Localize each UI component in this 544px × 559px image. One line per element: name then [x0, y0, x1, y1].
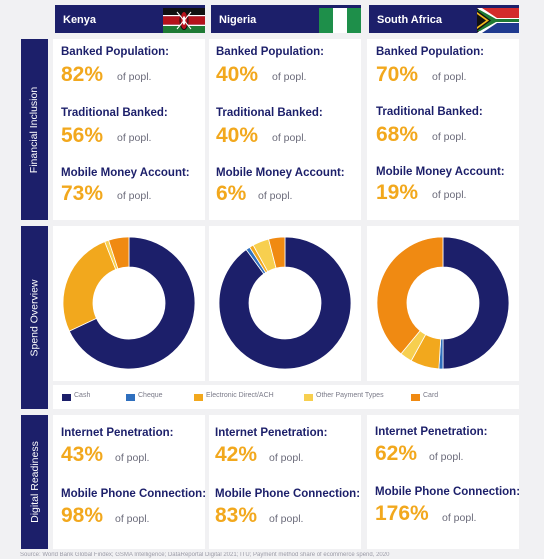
metric-label: Traditional Banked:	[376, 106, 483, 118]
spend-panel-kenya	[53, 226, 205, 381]
metric-unit: of popl.	[115, 452, 150, 464]
metric-value: 56%	[61, 124, 104, 147]
metric-label: Banked Population:	[376, 46, 484, 58]
metric-label: Internet Penetration:	[61, 427, 174, 439]
country-name: Kenya	[63, 14, 97, 26]
metric-value: 40%	[216, 124, 259, 147]
metric-unit: of popl.	[272, 132, 307, 144]
metric-value: 70%	[376, 63, 419, 86]
financial-inclusion-panel-south-africa: Banked Population: 70% of popl. Traditio…	[367, 39, 519, 220]
country-name: Nigeria	[219, 14, 257, 26]
digital-readiness-panel-nigeria: Internet Penetration: 42% of popl. Mobil…	[209, 415, 361, 549]
metric-value: 6%	[216, 182, 247, 205]
metric-label: Traditional Banked:	[61, 107, 168, 119]
metric-label: Internet Penetration:	[215, 427, 328, 439]
section-label-digital-readiness: Digital Readiness	[21, 415, 48, 549]
metric-label: Internet Penetration:	[375, 426, 488, 438]
metric-value: 82%	[61, 63, 104, 86]
metric-unit: of popl.	[117, 71, 152, 83]
donut-slice-card	[268, 236, 286, 269]
metric-value: 42%	[215, 443, 258, 466]
donut-slice-cash	[68, 236, 196, 370]
financial-inclusion-panel-nigeria: Banked Population: 40% of popl. Traditio…	[209, 39, 361, 220]
legend-swatch	[126, 394, 135, 401]
legend-swatch	[62, 394, 71, 401]
legend-label: Other Payment Types	[316, 392, 384, 399]
legend-label: Electronic Direct/ACH	[206, 392, 274, 399]
metric-unit: of popl.	[432, 131, 467, 143]
metric-unit: of popl.	[117, 190, 152, 202]
metric-label: Mobile Money Account:	[376, 166, 505, 178]
country-name: South Africa	[377, 14, 442, 26]
metric-value: 98%	[61, 504, 104, 527]
metric-value: 40%	[216, 63, 259, 86]
footnote: Source: World Bank Global Findex; GSMA I…	[20, 552, 390, 558]
metric-value: 43%	[61, 443, 104, 466]
spend-panel-south-africa	[367, 226, 519, 381]
legend-label: Card	[423, 392, 439, 399]
donut-slice-cash	[442, 236, 510, 370]
metric-unit: of popl.	[429, 451, 464, 463]
metric-unit: of popl.	[432, 189, 467, 201]
legend-swatch	[194, 394, 203, 401]
section-label-financial-inclusion: Financial Inclusion	[21, 39, 48, 220]
metric-unit: of popl.	[117, 132, 152, 144]
donut-chart-nigeria	[218, 236, 352, 370]
metric-unit: of popl.	[258, 190, 293, 202]
legend-label: Cheque	[138, 392, 163, 399]
country-header-nigeria: Nigeria	[211, 5, 361, 33]
metric-value: 62%	[375, 442, 418, 465]
metric-label: Mobile Phone Connection:	[375, 486, 521, 498]
metric-label: Traditional Banked:	[216, 107, 323, 119]
digital-readiness-panel-kenya: Internet Penetration: 43% of popl. Mobil…	[53, 415, 207, 549]
legend-swatch	[411, 394, 420, 401]
metric-value: 73%	[61, 182, 104, 205]
metric-value: 68%	[376, 123, 419, 146]
metric-unit: of popl.	[269, 513, 304, 525]
country-header-south-africa: South Africa	[369, 5, 519, 33]
donut-slice-card	[376, 236, 444, 355]
metric-unit: of popl.	[269, 452, 304, 464]
kenya-flag-icon	[163, 8, 205, 33]
metric-unit: of popl.	[442, 512, 477, 524]
donut-slice-cash	[218, 236, 352, 370]
metric-label: Banked Population:	[61, 46, 169, 58]
donut-slice-card	[108, 236, 130, 270]
section-label-spend-overview: Spend Overview	[21, 226, 48, 409]
spend-panel-nigeria	[209, 226, 361, 381]
metric-value: 83%	[215, 504, 258, 527]
metric-value: 19%	[376, 181, 419, 204]
metric-unit: of popl.	[272, 71, 307, 83]
metric-value: 176%	[375, 502, 429, 525]
south-africa-flag-icon	[477, 8, 519, 33]
legend-swatch	[304, 394, 313, 401]
nigeria-flag-icon	[319, 8, 361, 33]
metric-label: Mobile Phone Connection:	[61, 488, 207, 500]
metric-unit: of popl.	[115, 513, 150, 525]
donut-chart-south-africa	[376, 236, 510, 370]
country-header-kenya: Kenya	[55, 5, 205, 33]
legend-panel	[53, 385, 519, 409]
donut-chart-kenya	[62, 236, 196, 370]
metric-label: Banked Population:	[216, 46, 324, 58]
metric-label: Mobile Money Account:	[61, 167, 190, 179]
legend-label: Cash	[74, 392, 91, 399]
metric-label: Mobile Phone Connection:	[215, 488, 361, 500]
metric-unit: of popl.	[432, 71, 467, 83]
digital-readiness-panel-south-africa: Internet Penetration: 62% of popl. Mobil…	[367, 415, 521, 549]
metric-label: Mobile Money Account:	[216, 167, 345, 179]
donut-slice-electronic-direct-ach	[62, 241, 117, 332]
financial-inclusion-panel-kenya: Banked Population: 82% of popl. Traditio…	[53, 39, 205, 220]
